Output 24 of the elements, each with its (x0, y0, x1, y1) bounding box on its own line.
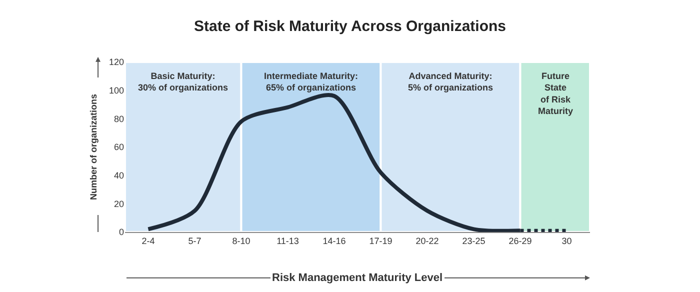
x-tick-label: 8-10 (232, 236, 250, 246)
x-tick-label: 2-4 (142, 236, 155, 246)
band-label: Basic Maturity: 30% of organizations (138, 71, 228, 93)
y-tick-label: 40 (114, 170, 124, 180)
x-tick-label: 14-16 (322, 236, 346, 246)
x-tick-label: 17-19 (369, 236, 392, 246)
x-tick-label: 11-13 (276, 236, 299, 246)
x-tick-label: 30 (562, 236, 572, 246)
band-label: Intermediate Maturity: 65% of organizations (264, 71, 358, 93)
band-label: Advanced Maturity: 5% of organizations (408, 71, 494, 93)
chart-title: State of Risk Maturity Across Organizations (194, 18, 506, 35)
band-label: Future State of Risk Maturity (538, 71, 574, 116)
y-tick-label: 0 (118, 227, 124, 238)
y-tick-label: 100 (108, 85, 124, 96)
x-tick-label: 26-29 (508, 236, 532, 246)
x-axis-title: Risk Management Maturity Level (272, 272, 443, 284)
y-axis-title: Number of organizations (88, 94, 98, 200)
y-tick-label: 80 (114, 114, 124, 124)
x-tick-label: 20-22 (416, 236, 439, 246)
y-tick-label: 120 (108, 57, 124, 68)
x-tick-label: 23-25 (462, 236, 486, 246)
x-tick-label: 5-7 (188, 236, 202, 246)
y-tick-label: 20 (114, 198, 124, 209)
y-tick-label: 60 (114, 142, 124, 152)
